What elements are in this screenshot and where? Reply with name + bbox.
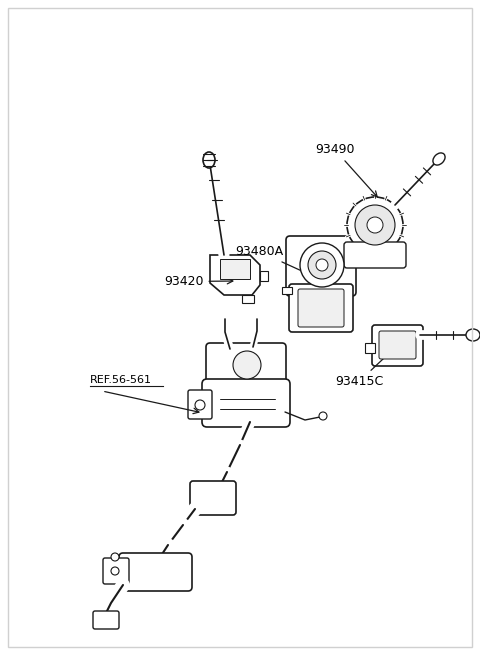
Polygon shape: [220, 259, 250, 279]
Polygon shape: [365, 343, 375, 353]
FancyBboxPatch shape: [344, 242, 406, 268]
FancyBboxPatch shape: [372, 325, 423, 366]
Circle shape: [111, 553, 119, 561]
Circle shape: [355, 205, 395, 245]
Circle shape: [347, 197, 403, 253]
Text: 93420: 93420: [164, 275, 233, 288]
Polygon shape: [210, 255, 260, 295]
Circle shape: [111, 567, 119, 575]
FancyBboxPatch shape: [379, 331, 416, 359]
FancyBboxPatch shape: [119, 553, 192, 591]
FancyBboxPatch shape: [286, 236, 356, 296]
Polygon shape: [282, 287, 292, 294]
Ellipse shape: [466, 329, 480, 341]
Polygon shape: [260, 271, 268, 281]
Ellipse shape: [203, 152, 215, 168]
Circle shape: [233, 351, 261, 379]
FancyBboxPatch shape: [93, 611, 119, 629]
Circle shape: [367, 217, 383, 233]
FancyBboxPatch shape: [206, 343, 286, 389]
FancyBboxPatch shape: [289, 284, 353, 332]
Text: 93415C: 93415C: [335, 346, 397, 388]
Circle shape: [308, 251, 336, 279]
FancyBboxPatch shape: [202, 379, 290, 427]
Text: 93480A: 93480A: [235, 245, 311, 276]
Circle shape: [316, 259, 328, 271]
FancyBboxPatch shape: [188, 390, 212, 419]
Polygon shape: [242, 295, 254, 303]
Circle shape: [319, 412, 327, 420]
Text: 93490: 93490: [315, 143, 377, 197]
Text: REF.56-561: REF.56-561: [90, 375, 152, 385]
FancyBboxPatch shape: [190, 481, 236, 515]
Ellipse shape: [433, 153, 445, 165]
Circle shape: [195, 400, 205, 410]
Circle shape: [300, 243, 344, 287]
FancyBboxPatch shape: [103, 558, 129, 584]
FancyBboxPatch shape: [298, 289, 344, 327]
